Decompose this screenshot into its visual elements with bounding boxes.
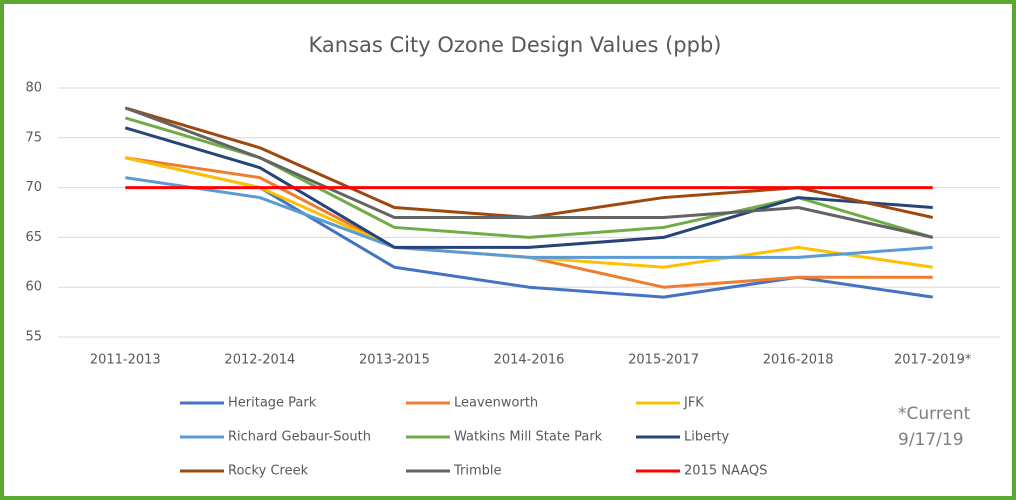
y-tick-label: 55 xyxy=(25,330,42,345)
y-tick-label: 80 xyxy=(25,81,42,96)
legend-label: Heritage Park xyxy=(228,396,317,411)
series-line xyxy=(124,106,934,239)
legend-label: Leavenworth xyxy=(454,396,538,411)
x-tick-label: 2012-2014 xyxy=(224,353,295,368)
x-tick-label: 2017-2019* xyxy=(894,353,972,368)
legend-label: Watkins Mill State Park xyxy=(454,430,603,445)
x-tick-label: 2011-2013 xyxy=(90,353,161,368)
series-line xyxy=(125,176,933,259)
legend-label: Trimble xyxy=(453,464,502,479)
legend-label: Richard Gebaur-South xyxy=(228,430,371,445)
x-tick-label: 2016-2018 xyxy=(763,353,834,368)
x-tick-label: 2013-2015 xyxy=(359,353,430,368)
y-tick-label: 75 xyxy=(25,130,42,145)
series-line xyxy=(124,126,933,249)
legend-label: 2015 NAAQS xyxy=(684,464,767,479)
annotation: *Current xyxy=(898,404,971,424)
y-tick-label: 60 xyxy=(25,280,42,295)
chart-title: Kansas City Ozone Design Values (ppb) xyxy=(309,33,722,57)
y-tick-label: 65 xyxy=(25,230,42,245)
x-tick-label: 2015-2017 xyxy=(628,353,699,368)
legend-label: JFK xyxy=(683,396,704,411)
annotation: 9/17/19 xyxy=(898,430,964,450)
y-tick-label: 70 xyxy=(25,180,42,195)
legend-label: Liberty xyxy=(684,430,730,445)
legend-label: Rocky Creek xyxy=(228,464,309,479)
x-tick-label: 2014-2016 xyxy=(494,353,565,368)
